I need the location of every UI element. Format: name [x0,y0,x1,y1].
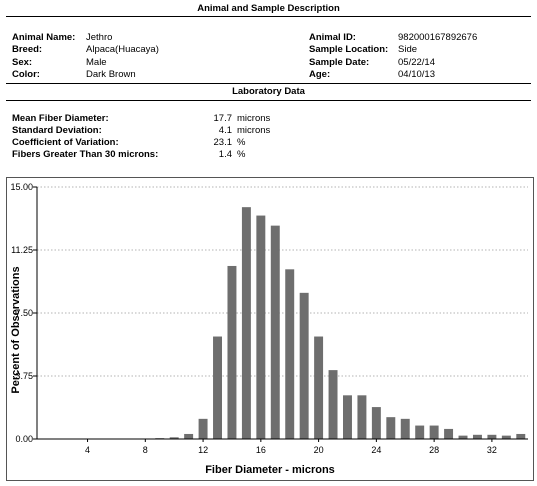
x-tick-label: 16 [256,445,266,455]
chart-frame [6,177,534,481]
color-value: Dark Brown [86,69,136,80]
animal-name-value: Jethro [86,32,113,43]
histogram-bar [270,225,280,439]
x-tick-label: 24 [371,445,381,455]
sex-label: Sex: [12,57,33,68]
histogram-bar [241,207,251,439]
x-tick-label: 32 [487,445,497,455]
histogram-bar [213,336,222,439]
histogram-bar [386,417,396,439]
y-axis-title: Percent of Observations [10,266,22,393]
sex-value: Male [86,57,107,68]
mean-fiber-diameter-value: 17.7 [213,113,233,124]
x-tick-label: 12 [198,445,208,455]
histogram-bar [516,433,526,439]
chart-grid [37,186,528,377]
y-tick-label: 0.00 [15,434,33,444]
x-tick-label: 20 [314,445,324,455]
fibers-over-30-label: Fibers Greater Than 30 microns: [12,149,159,160]
chart-tick-labels: 0.00 3.75 7.50 11.25 15.00 4 8 12 16 20 24 28 32 [10,182,496,455]
histogram-bar [184,433,194,439]
coefficient-of-variation-unit: % [237,137,246,148]
histogram-bar [415,425,425,439]
histogram-bar [343,395,352,439]
breed-value: Alpaca(Huacaya) [86,44,159,55]
y-tick-label: 11.25 [11,245,33,255]
histogram-bar [444,428,454,439]
histogram-bar [169,437,179,439]
histogram-bar [458,435,468,439]
section-title-lab-data: Laboratory Data [232,86,305,97]
histogram-bar [472,434,482,439]
header-divider [6,16,531,17]
standard-deviation-unit: microns [237,125,271,136]
histogram-bar [371,407,381,439]
sample-date-label: Sample Date: [309,57,370,68]
sample-location-value: Side [398,44,418,55]
sample-location-label: Sample Location: [309,44,389,55]
histogram-bar [227,265,237,439]
standard-deviation-label: Standard Deviation: [12,125,102,136]
lab-divider-top [6,83,531,84]
histogram-bar [487,434,497,439]
color-label: Color: [12,69,40,80]
histogram-bar [501,435,511,439]
x-tick-label: 8 [143,445,148,455]
animal-id-label: Animal ID: [309,32,356,43]
fibers-over-30-unit: % [237,149,246,160]
x-axis-title: Fiber Diameter - microns [205,464,335,476]
y-tick-label: 3.75 [15,371,33,381]
histogram-bar [198,418,208,439]
sample-date-value: 05/22/14 [398,57,435,68]
histogram-bar [400,418,410,439]
histogram-bar [328,370,338,439]
breed-label: Breed: [12,44,43,55]
y-tick-label: 7.50 [15,308,33,318]
y-tick-label: 15.00 [10,182,33,192]
mean-fiber-diameter-unit: microns [237,113,271,124]
histogram-bar [357,395,367,439]
standard-deviation-value: 4.1 [218,125,232,136]
coefficient-of-variation-value: 23.1 [213,137,233,148]
coefficient-of-variation-label: Coefficient of Variation: [12,137,119,148]
age-value: 04/10/13 [398,69,435,80]
section-title-animal-sample: Animal and Sample Description [197,3,340,14]
histogram-bar [285,269,295,439]
lab-divider-bottom [6,100,531,101]
chart-bars [39,207,526,440]
x-tick-label: 4 [85,445,90,455]
age-label: Age: [309,69,331,80]
mean-fiber-diameter-label: Mean Fiber Diameter: [12,113,109,124]
chart-axes [33,186,528,442]
histogram-bar [314,336,324,439]
animal-name-label: Animal Name: [12,32,76,43]
histogram-bar [429,425,439,439]
x-tick-label: 28 [429,445,439,455]
histogram-bar [299,292,309,439]
histogram-bar [256,215,266,439]
animal-id-value: 982000167892676 [398,32,478,43]
fibers-over-30-value: 1.4 [218,149,232,160]
